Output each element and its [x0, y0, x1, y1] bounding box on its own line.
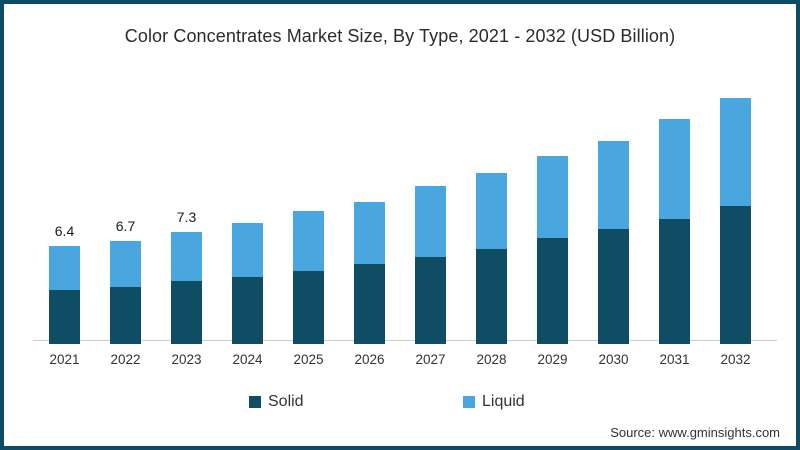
bar-segment-solid-2027[interactable]	[415, 256, 446, 344]
bar-segment-solid-2030[interactable]	[598, 229, 629, 344]
bar-segment-liquid-2029[interactable]	[537, 155, 568, 239]
legend-item-liquid[interactable]: Liquid	[463, 393, 525, 411]
bar-segment-solid-2026[interactable]	[354, 264, 385, 344]
legend-label-solid: Solid	[268, 393, 304, 410]
bar-segment-solid-2031[interactable]	[659, 218, 690, 344]
bar-segment-solid-2028[interactable]	[476, 249, 507, 344]
x-tick-label-2031: 2031	[659, 352, 690, 367]
x-tick-label-2025: 2025	[293, 352, 324, 367]
x-tick-label-2023: 2023	[171, 352, 202, 367]
bar-segment-liquid-2032[interactable]	[720, 97, 751, 207]
bar-value-label-2023: 7.3	[176, 209, 197, 226]
bar-segment-solid-2023[interactable]	[171, 281, 202, 344]
x-tick-label-2030: 2030	[598, 352, 629, 367]
x-tick-label-2026: 2026	[354, 352, 385, 367]
legend-color-swatch-solid	[249, 396, 261, 408]
bar-segment-solid-2025[interactable]	[293, 270, 324, 344]
bar-segment-solid-2021[interactable]	[49, 290, 80, 344]
legend-color-swatch-liquid	[463, 396, 475, 408]
x-axis-line	[33, 340, 777, 341]
bar-segment-solid-2022[interactable]	[110, 287, 141, 344]
x-tick-label-2028: 2028	[476, 352, 507, 367]
bar-segment-solid-2032[interactable]	[720, 206, 751, 344]
x-tick-label-2021: 2021	[49, 352, 80, 367]
bar-segment-liquid-2030[interactable]	[598, 140, 629, 230]
bar-segment-liquid-2023[interactable]	[171, 232, 202, 282]
bar-segment-liquid-2021[interactable]	[49, 246, 80, 291]
bar-segment-solid-2029[interactable]	[537, 238, 568, 344]
legend-item-solid[interactable]: Solid	[249, 393, 304, 411]
bar-value-label-2021: 6.4	[54, 223, 75, 240]
bar-segment-liquid-2024[interactable]	[232, 223, 263, 277]
x-tick-label-2024: 2024	[232, 352, 263, 367]
bar-value-label-2022: 6.7	[115, 218, 136, 235]
x-tick-label-2022: 2022	[110, 352, 141, 367]
bar-segment-solid-2024[interactable]	[232, 276, 263, 344]
bar-segment-liquid-2027[interactable]	[415, 186, 446, 257]
x-tick-label-2032: 2032	[720, 352, 751, 367]
bar-segment-liquid-2028[interactable]	[476, 172, 507, 250]
bar-segment-liquid-2026[interactable]	[354, 201, 385, 265]
x-tick-label-2027: 2027	[415, 352, 446, 367]
legend-label-liquid: Liquid	[482, 393, 525, 410]
source-caption: Source: www.gminsights.com	[610, 425, 780, 440]
bar-segment-liquid-2025[interactable]	[293, 210, 324, 271]
x-tick-label-2029: 2029	[537, 352, 568, 367]
chart-title: Color Concentrates Market Size, By Type,…	[124, 26, 676, 46]
plot-area: 2021 6.4 2022 6.7 2023 7.3 2024 2025 2026 2027 202…	[4, 4, 796, 446]
bar-segment-liquid-2031[interactable]	[659, 119, 690, 219]
bar-segment-liquid-2022[interactable]	[110, 241, 141, 288]
